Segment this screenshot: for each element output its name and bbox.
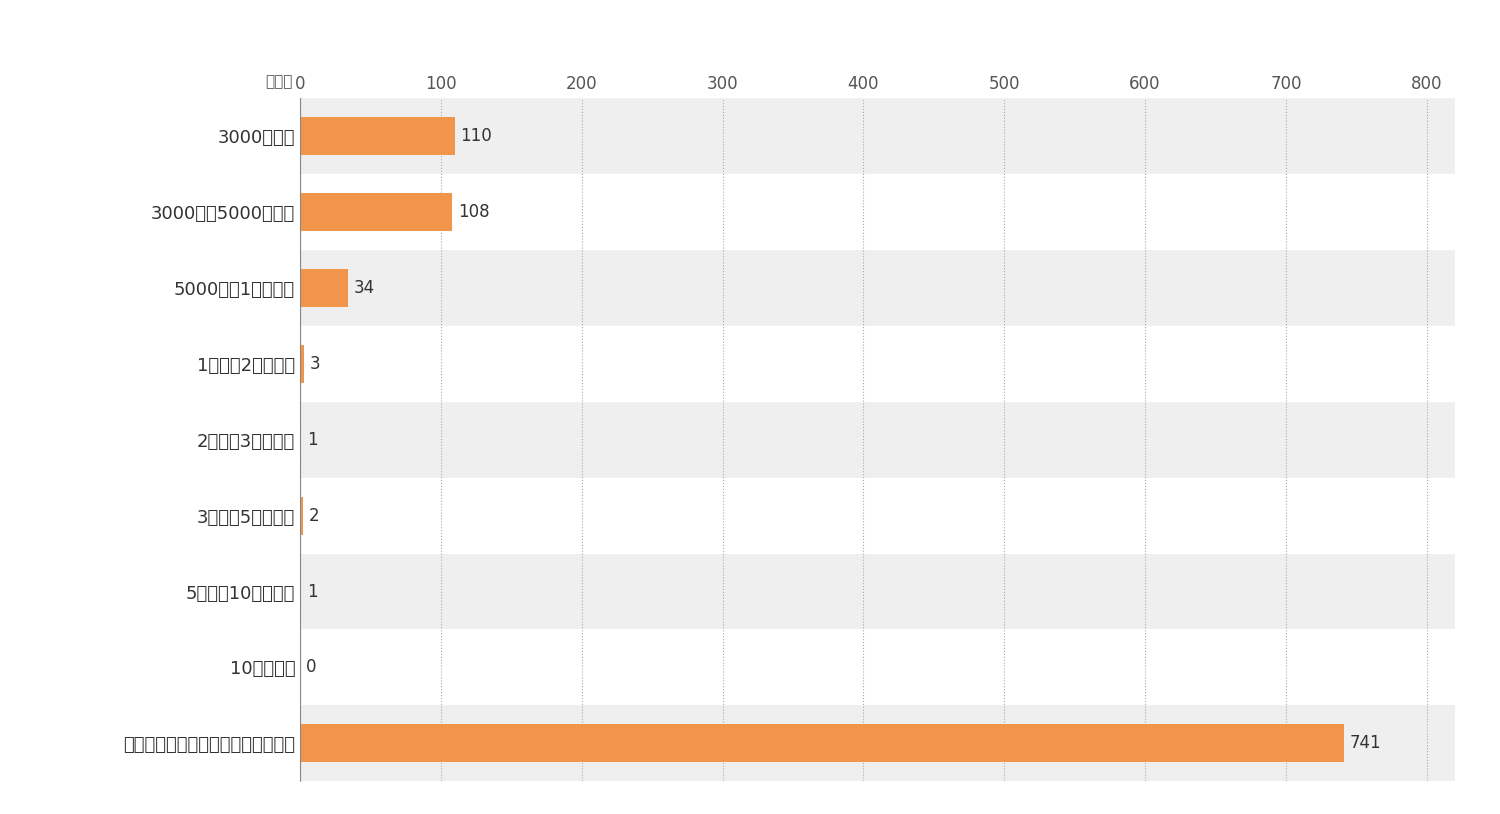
Text: 110: 110	[460, 127, 492, 145]
Bar	[300, 706, 1455, 781]
Bar	[300, 269, 348, 307]
Text: 741: 741	[1350, 734, 1382, 752]
Text: 108: 108	[458, 203, 489, 221]
Bar	[300, 193, 452, 230]
Bar	[300, 497, 303, 535]
Bar	[300, 116, 454, 155]
Bar	[300, 344, 304, 383]
Text: 1: 1	[308, 431, 318, 449]
Text: （人）: （人）	[266, 75, 292, 90]
Bar	[300, 98, 1455, 173]
Bar	[300, 250, 1455, 326]
Text: 2: 2	[309, 506, 320, 524]
Text: 34: 34	[354, 278, 375, 296]
Bar	[300, 173, 1455, 250]
Bar	[300, 326, 1455, 401]
Bar	[300, 478, 1455, 554]
Bar	[300, 724, 1344, 763]
Text: 0: 0	[306, 659, 316, 676]
Text: 1: 1	[308, 583, 318, 601]
Bar	[300, 401, 1455, 478]
Bar	[300, 554, 1455, 629]
Text: 3: 3	[310, 355, 321, 373]
Bar	[300, 629, 1455, 706]
